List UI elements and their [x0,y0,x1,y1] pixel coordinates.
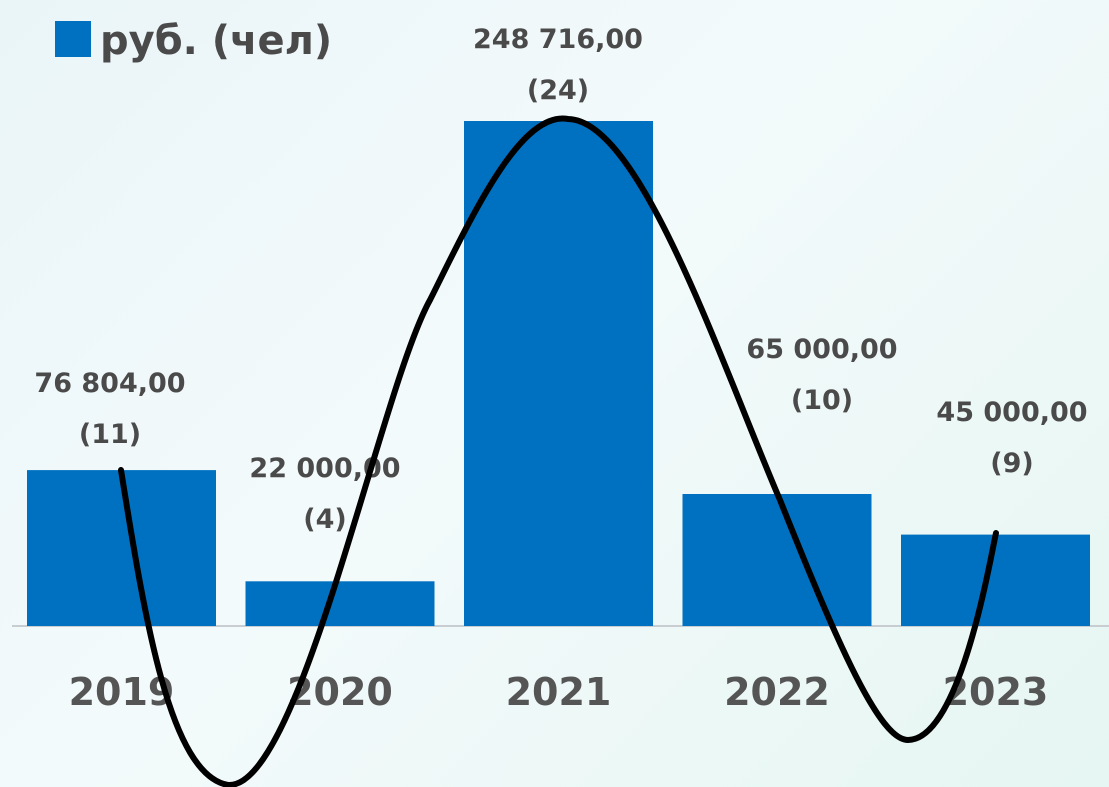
value-label-2019: 76 804,00 [34,368,185,399]
category-label-2021: 2021 [506,670,612,714]
value-labels-group: 76 804,00 (11) 22 000,00 (4) 248 716,00 (24) 6… [34,24,1087,535]
legend-label: руб. (чел) [100,18,332,64]
bars-group [27,121,1090,626]
value-label-2021: 248 716,00 [473,24,643,55]
count-label-2021: (24) [527,75,589,106]
count-label-2019: (11) [79,419,141,450]
legend-swatch [55,21,91,57]
count-label-2020: (4) [303,504,346,535]
bar-2020 [245,581,435,626]
count-label-2022: (10) [791,385,853,416]
category-labels-group: 2019 2020 2021 2022 2023 [69,670,1049,714]
bar-2022 [682,494,872,626]
value-label-2022: 65 000,00 [746,334,897,365]
category-label-2022: 2022 [724,670,830,714]
value-label-2020: 22 000,00 [249,453,400,484]
count-label-2023: (9) [990,448,1033,479]
bar-2019 [27,470,216,626]
value-label-2023: 45 000,00 [936,397,1087,428]
bar-2021 [464,121,653,626]
trend-curve [118,115,999,787]
category-label-2019: 2019 [69,670,175,714]
legend: руб. (чел) [55,18,332,64]
